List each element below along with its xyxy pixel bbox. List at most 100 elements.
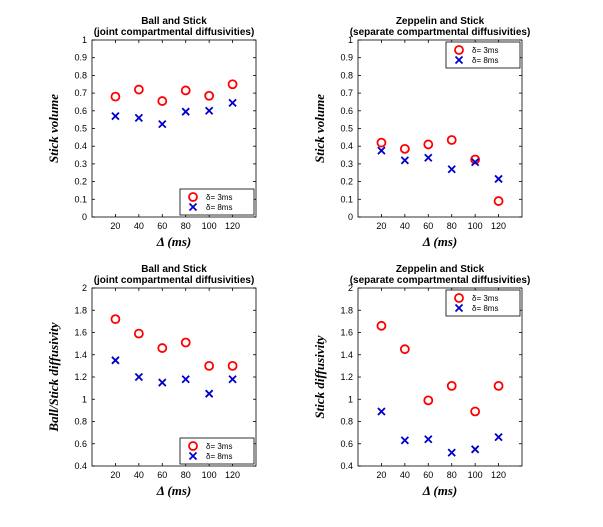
chart-2-ytick-label-2: 0.2 bbox=[340, 177, 353, 187]
chart-1-ytick-label-3: 0.3 bbox=[74, 159, 87, 169]
chart-3-series-1-point-4 bbox=[180, 337, 191, 348]
chart-2-legend-label-1: δ= 3ms bbox=[472, 46, 498, 55]
chart-1-series-1-point-1 bbox=[110, 91, 121, 102]
chart-1-xtick-label-1: 40 bbox=[134, 221, 144, 231]
chart-2-legend-marker-1 bbox=[454, 45, 464, 55]
chart-4-ytick-label-3: 1 bbox=[348, 394, 353, 404]
chart-2-legend-label-2: δ= 8ms bbox=[472, 56, 498, 65]
chart-1-ytick-label-10: 1 bbox=[82, 35, 87, 45]
chart-3-series-2-point-1-stroke-b bbox=[111, 356, 120, 365]
chart-3: Ball and Stick(joint compartmental diffu… bbox=[46, 264, 257, 498]
chart-2-series-2-point-4-stroke-b bbox=[447, 165, 456, 174]
chart-3-series-1-point-6 bbox=[227, 360, 238, 371]
chart-2-series-2-point-4 bbox=[447, 165, 456, 174]
chart-3-ytick-label-8: 2 bbox=[82, 283, 87, 293]
chart-1-series-2-point-2-stroke-b bbox=[134, 113, 143, 123]
chart-3-xtick-label-1: 40 bbox=[134, 470, 144, 480]
chart-3-series-2-point-3 bbox=[158, 378, 167, 387]
chart-4-series-2-point-2-stroke-b bbox=[400, 436, 409, 445]
chart-4-ytick-label-8: 2 bbox=[348, 283, 353, 293]
chart-3-ytick-label-7: 1.8 bbox=[74, 305, 87, 315]
chart-4-series-2-point-6 bbox=[494, 432, 503, 442]
chart-2-series-2-point-2-stroke-b bbox=[400, 156, 409, 165]
chart-1-series-2-point-1 bbox=[111, 111, 120, 121]
chart-3-legend-label-1: δ= 3ms bbox=[206, 442, 232, 451]
chart-3-xtick-label-2: 60 bbox=[157, 470, 167, 480]
chart-1-series-1-point-5 bbox=[204, 90, 215, 101]
chart-3-ytick-label-3: 1 bbox=[82, 394, 87, 404]
chart-1-xtick-label-3: 80 bbox=[181, 221, 191, 231]
chart-3-series-2-point-1 bbox=[111, 356, 120, 365]
chart-1-ytick-label-8: 0.8 bbox=[74, 70, 87, 80]
chart-4-xtick-label-4: 100 bbox=[468, 470, 483, 480]
chart-3-xtick-label-0: 20 bbox=[110, 470, 120, 480]
chart-4-legend-label-1: δ= 3ms bbox=[472, 294, 498, 303]
chart-4-xtick-label-5: 120 bbox=[491, 470, 506, 480]
chart-3-series-2-point-6-stroke-b bbox=[228, 375, 237, 384]
chart-1-xtick-label-2: 60 bbox=[157, 221, 167, 231]
chart-2-ytick-label-4: 0.4 bbox=[340, 141, 353, 151]
chart-4-legend-label-2: δ= 8ms bbox=[472, 304, 498, 313]
chart-2-ytick-label-1: 0.1 bbox=[340, 194, 353, 204]
chart-1-legend-label-1: δ= 3ms bbox=[206, 193, 232, 202]
chart-2-series-1-point-6 bbox=[493, 196, 504, 206]
chart-1-legend-marker-2 bbox=[188, 202, 198, 212]
chart-1: Ball and Stick(joint compartmental diffu… bbox=[46, 16, 257, 249]
chart-1-series-1-point-3 bbox=[157, 96, 168, 106]
chart-2-xtick-label-0: 20 bbox=[376, 221, 386, 231]
chart-2-title-line-2: (separate compartmental diffusivities) bbox=[350, 27, 531, 38]
chart-2-legend-marker-2 bbox=[454, 55, 464, 65]
chart-1-xtick-label-0: 20 bbox=[110, 221, 120, 231]
chart-2-ytick-label-6: 0.6 bbox=[340, 106, 353, 116]
chart-2-xtick-label-1: 40 bbox=[400, 221, 410, 231]
chart-2-ytick-label-9: 0.9 bbox=[340, 53, 353, 63]
chart-2-series-1-point-5 bbox=[470, 154, 481, 165]
chart-1-ytick-label-7: 0.7 bbox=[74, 88, 87, 98]
chart-4-series-2-point-6-stroke-b bbox=[494, 432, 503, 442]
chart-1-series-2-point-3 bbox=[158, 119, 167, 129]
chart-3-title-line-1: Ball and Stick bbox=[141, 264, 207, 275]
chart-4-ytick-label-4: 1.2 bbox=[340, 372, 353, 382]
chart-4-series-2-point-4 bbox=[447, 448, 456, 457]
chart-4-legend-marker-1 bbox=[454, 293, 464, 303]
chart-2-xtick-label-5: 120 bbox=[491, 221, 506, 231]
chart-1-series-2-point-3-stroke-b bbox=[158, 119, 167, 129]
chart-4-xtick-label-0: 20 bbox=[376, 470, 386, 480]
chart-2-xtick-label-4: 100 bbox=[468, 221, 483, 231]
chart-2-series-2-point-1-stroke-b bbox=[377, 146, 386, 155]
chart-1-title-line-2: (joint compartmental diffusivities) bbox=[94, 27, 255, 38]
chart-1-legend-marker-1 bbox=[188, 192, 198, 202]
chart-1-ylabel: Stick volume bbox=[46, 94, 61, 163]
chart-4-xlabel: Δ (ms) bbox=[422, 483, 458, 498]
chart-4-series-1-point-6 bbox=[493, 380, 504, 391]
chart-4-series-2-point-2 bbox=[400, 436, 409, 445]
chart-3-title-line-2: (joint compartmental diffusivities) bbox=[94, 275, 255, 286]
chart-2-series-2-point-6 bbox=[494, 174, 503, 184]
chart-3-series-2-point-5 bbox=[205, 389, 214, 398]
chart-2: Zeppelin and Stick(separate compartmenta… bbox=[312, 16, 530, 249]
chart-1-title-line-1: Ball and Stick bbox=[141, 16, 207, 27]
chart-2-series-2-point-6-stroke-b bbox=[494, 174, 503, 184]
chart-1-series-2-point-5-stroke-b bbox=[205, 106, 214, 115]
chart-4-ytick-label-6: 1.6 bbox=[340, 328, 353, 338]
chart-4-series-2-point-1 bbox=[377, 407, 386, 416]
chart-4-series-1-point-1 bbox=[376, 320, 387, 331]
chart-1-ytick-label-9: 0.9 bbox=[74, 53, 87, 63]
chart-1-xlabel: Δ (ms) bbox=[156, 234, 192, 249]
chart-4-xtick-label-1: 40 bbox=[400, 470, 410, 480]
chart-4-ytick-label-5: 1.4 bbox=[340, 350, 353, 360]
chart-1-series-2-point-5 bbox=[205, 106, 214, 115]
chart-3-ytick-label-5: 1.4 bbox=[74, 350, 87, 360]
chart-1-legend-marker-2-stroke-b bbox=[188, 202, 198, 212]
chart-1-xtick-label-5: 120 bbox=[225, 221, 240, 231]
chart-4-xtick-label-2: 60 bbox=[423, 470, 433, 480]
chart-4-series-2-point-4-stroke-b bbox=[447, 448, 456, 457]
chart-1-series-2-point-4-stroke-b bbox=[181, 107, 190, 116]
chart-2-ytick-label-0: 0 bbox=[348, 212, 353, 222]
chart-2-series-2-point-3 bbox=[424, 153, 433, 162]
chart-3-series-2-point-2 bbox=[134, 372, 143, 382]
chart-3-xtick-label-4: 100 bbox=[202, 470, 217, 480]
chart-4-ytick-label-1: 0.6 bbox=[340, 439, 353, 449]
chart-4-legend-marker-2-stroke-b bbox=[454, 303, 464, 313]
